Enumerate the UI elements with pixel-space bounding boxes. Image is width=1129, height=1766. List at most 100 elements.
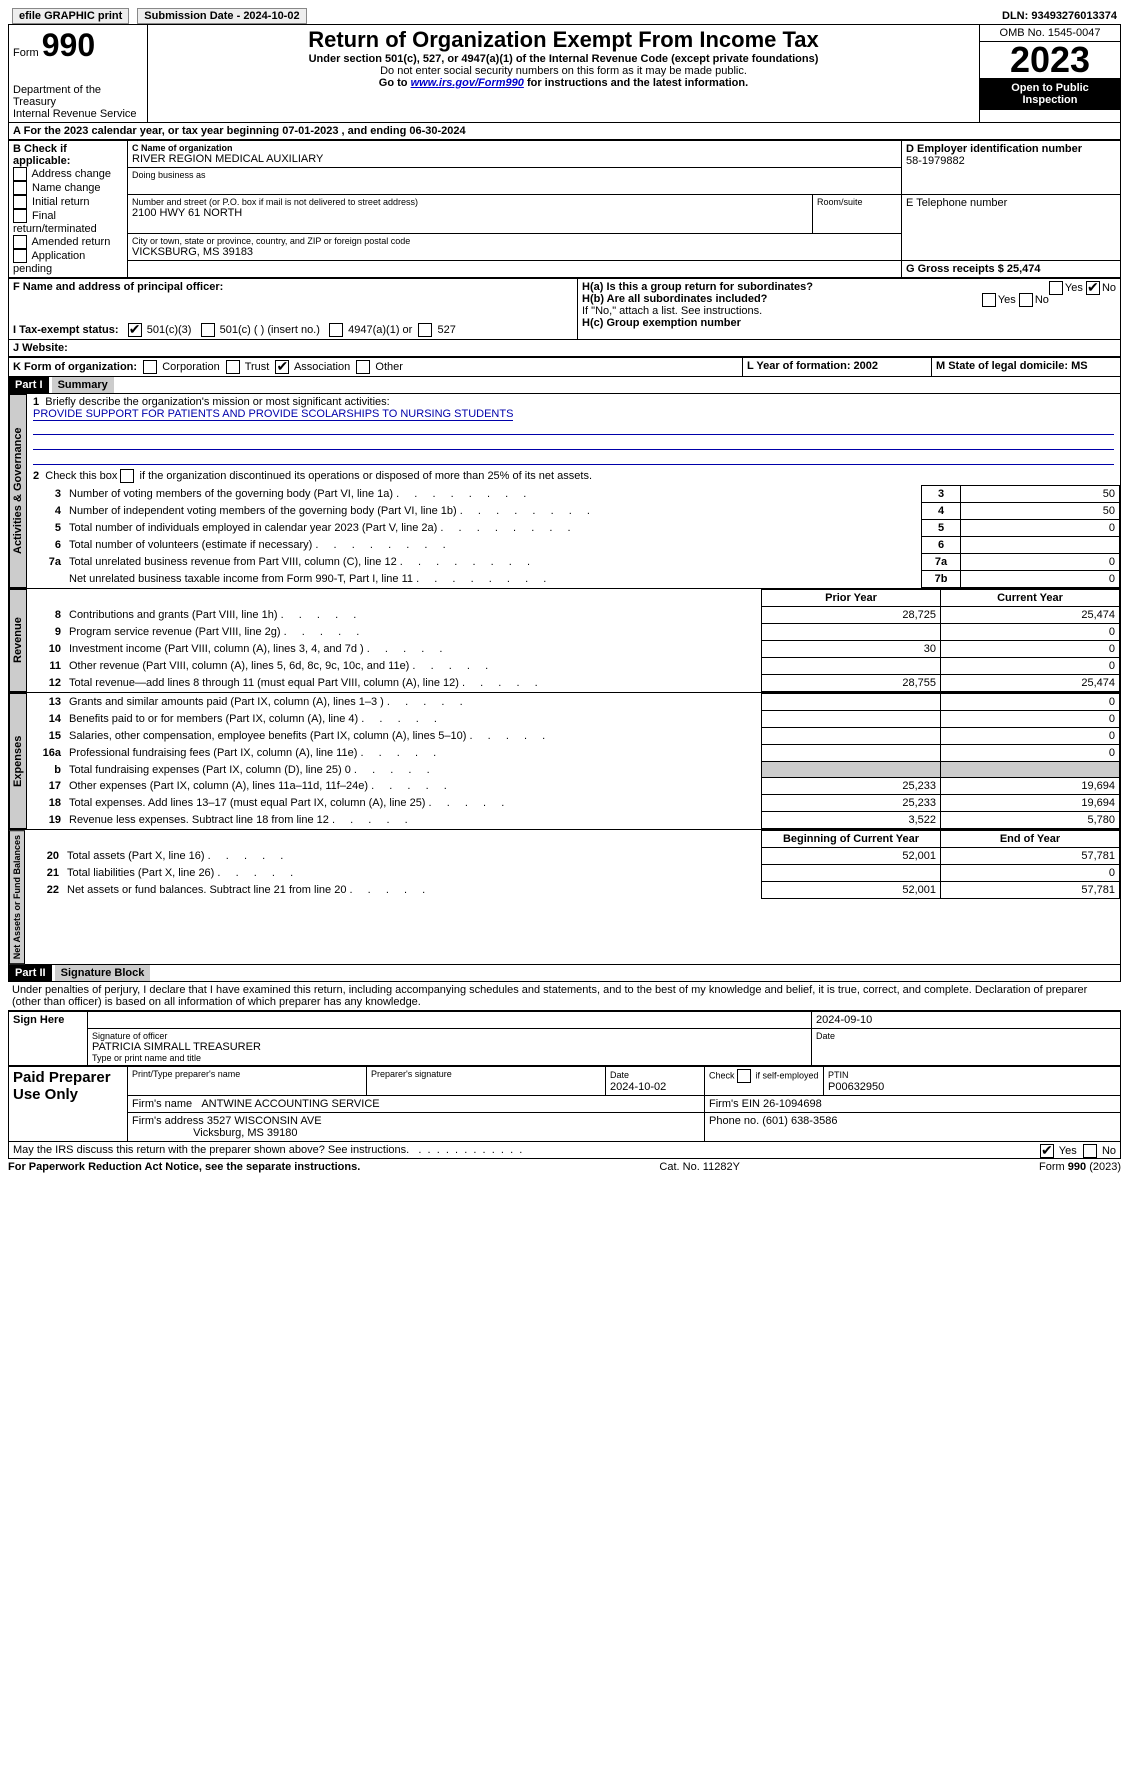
line-a-tax-year: A For the 2023 calendar year, or tax yea…: [8, 123, 1121, 140]
cb-hb-no[interactable]: [1019, 293, 1033, 307]
cb-4947[interactable]: [329, 323, 343, 337]
box-d-label: D Employer identification number: [906, 143, 1116, 155]
opt-527: 527: [438, 324, 456, 336]
firm-addr2: Vicksburg, MS 39180: [193, 1127, 297, 1139]
cb-discuss-no[interactable]: [1083, 1144, 1097, 1158]
ein: 58-1979882: [906, 155, 1116, 167]
cb-assoc[interactable]: [275, 360, 289, 374]
box-f-label: F Name and address of principal officer:: [13, 281, 573, 293]
box-i-label: I Tax-exempt status:: [13, 324, 119, 336]
form-number: 990: [42, 27, 95, 63]
discuss-question: May the IRS discuss this return with the…: [13, 1144, 409, 1156]
form-title: Return of Organization Exempt From Incom…: [152, 27, 975, 53]
prep-self-emp: Check if self-employed: [705, 1067, 824, 1096]
prep-date-label: Date: [610, 1070, 629, 1080]
paid-preparer-block: Paid Preparer Use Only Print/Type prepar…: [8, 1066, 1121, 1142]
cb-other[interactable]: [356, 360, 370, 374]
dba-label: Doing business as: [132, 170, 897, 180]
summary-row: 13Grants and similar amounts paid (Part …: [27, 694, 1120, 711]
prep-date: 2024-10-02: [610, 1081, 666, 1093]
prep-name-label: Print/Type preparer's name: [132, 1069, 362, 1079]
summary-row: 9Program service revenue (Part VIII, lin…: [27, 624, 1120, 641]
submission-date: Submission Date - 2024-10-02: [137, 8, 306, 24]
summary-row: 22Net assets or fund balances. Subtract …: [25, 882, 1120, 899]
city-label: City or town, state or province, country…: [132, 236, 897, 246]
summary-row: 19Revenue less expenses. Subtract line 1…: [27, 812, 1120, 829]
firm-addr-label: Firm's address: [132, 1115, 204, 1127]
box-b-item: Final return/terminated: [13, 209, 123, 235]
summary-row: 20Total assets (Part X, line 16) . . . .…: [25, 848, 1120, 865]
cb-corp[interactable]: [143, 360, 157, 374]
form-header: Form 990 Department of the Treasury Inte…: [8, 24, 1121, 123]
form-label: Form: [13, 47, 39, 59]
summary-row: 14Benefits paid to or for members (Part …: [27, 711, 1120, 728]
ptin-label: PTIN: [828, 1070, 849, 1080]
box-j-website: J Website:: [9, 340, 1121, 357]
goto-link[interactable]: www.irs.gov/Form990: [411, 77, 524, 89]
h-c-label: H(c) Group exemption number: [582, 317, 741, 329]
box-b-item: Name change: [13, 181, 123, 195]
officer-status-block: F Name and address of principal officer:…: [8, 278, 1121, 357]
form-subtitle: Under section 501(c), 527, or 4947(a)(1)…: [152, 53, 975, 65]
summary-row: 6Total number of volunteers (estimate if…: [27, 537, 1120, 554]
cb-trust[interactable]: [226, 360, 240, 374]
goto-post: for instructions and the latest informat…: [527, 77, 748, 89]
part2-title: Signature Block: [55, 965, 151, 981]
org-info-block: B Check if applicable: Address change Na…: [8, 140, 1121, 278]
cb-self-employed[interactable]: [737, 1069, 751, 1083]
l2-text: Check this box if the organization disco…: [45, 470, 592, 482]
cb-501c[interactable]: [201, 323, 215, 337]
h-a-label: H(a) Is this a group return for subordin…: [582, 281, 813, 293]
goto-pre: Go to: [379, 77, 411, 89]
pra-notice: For Paperwork Reduction Act Notice, see …: [8, 1161, 360, 1173]
cb-ha-yes[interactable]: [1049, 281, 1063, 295]
part2-hdr: Part II: [9, 965, 52, 981]
dln: DLN: 93493276013374: [998, 8, 1121, 24]
org-name: RIVER REGION MEDICAL AUXILIARY: [132, 153, 897, 165]
summary-row: 12Total revenue—add lines 8 through 11 (…: [27, 675, 1120, 692]
street-address: 2100 HWY 61 NORTH: [132, 207, 808, 219]
dept-irs: Internal Revenue Service: [13, 108, 143, 120]
summary-row: 16aProfessional fundraising fees (Part I…: [27, 745, 1120, 762]
summary-row: 15Salaries, other compensation, employee…: [27, 728, 1120, 745]
cb-hb-yes[interactable]: [982, 293, 996, 307]
cb-discontinued[interactable]: [120, 469, 134, 483]
box-k-label: K Form of organization:: [13, 361, 137, 373]
sig-officer-label: Signature of officer: [92, 1031, 807, 1041]
side-net-assets: Net Assets or Fund Balances: [9, 830, 25, 964]
sign-date-top: 2024-09-10: [812, 1012, 1121, 1029]
sign-block: Sign Here 2024-09-10 Signature of office…: [8, 1011, 1121, 1066]
cb-discuss-yes[interactable]: [1040, 1144, 1054, 1158]
box-b-item: Address change: [13, 167, 123, 181]
box-e-label: E Telephone number: [906, 197, 1116, 209]
opt-501c: 501(c) ( ) (insert no.): [220, 324, 320, 336]
box-b-item: Initial return: [13, 195, 123, 209]
summary-row: 8Contributions and grants (Part VIII, li…: [27, 607, 1120, 624]
cb-ha-no[interactable]: [1086, 281, 1100, 295]
part1-title: Summary: [52, 377, 114, 393]
box-b-label: B Check if applicable:: [13, 143, 123, 167]
top-bar: efile GRAPHIC print Submission Date - 20…: [8, 8, 1121, 24]
summary-row: 3Number of voting members of the governi…: [27, 486, 1120, 503]
box-g-gross-receipts: G Gross receipts $ 25,474: [902, 261, 1121, 278]
cb-527[interactable]: [418, 323, 432, 337]
summary-row: 5Total number of individuals employed in…: [27, 520, 1120, 537]
ssn-warning: Do not enter social security numbers on …: [152, 65, 975, 77]
summary-row: bTotal fundraising expenses (Part IX, co…: [27, 762, 1120, 778]
form-footer: Form 990 (2023): [1039, 1161, 1121, 1173]
side-expenses: Expenses: [9, 693, 27, 829]
summary-row: Net unrelated business taxable income fr…: [27, 571, 1120, 588]
opt-4947: 4947(a)(1) or: [348, 324, 412, 336]
addr-label: Number and street (or P.O. box if mail i…: [132, 197, 808, 207]
part1-hdr: Part I: [9, 377, 49, 393]
cat-no: Cat. No. 11282Y: [360, 1161, 1039, 1173]
ptin: P00632950: [828, 1081, 884, 1093]
firm-ein: Firm's EIN 26-1094698: [705, 1096, 1121, 1113]
dept-treasury: Department of the Treasury: [13, 84, 143, 108]
summary-row: 18Total expenses. Add lines 13–17 (must …: [27, 795, 1120, 812]
efile-btn[interactable]: efile GRAPHIC print: [12, 8, 129, 24]
cb-501c3[interactable]: [128, 323, 142, 337]
summary-row: 21Total liabilities (Part X, line 26) . …: [25, 865, 1120, 882]
firm-name: ANTWINE ACCOUNTING SERVICE: [201, 1098, 379, 1110]
box-m-state: M State of legal domicile: MS: [932, 358, 1121, 377]
